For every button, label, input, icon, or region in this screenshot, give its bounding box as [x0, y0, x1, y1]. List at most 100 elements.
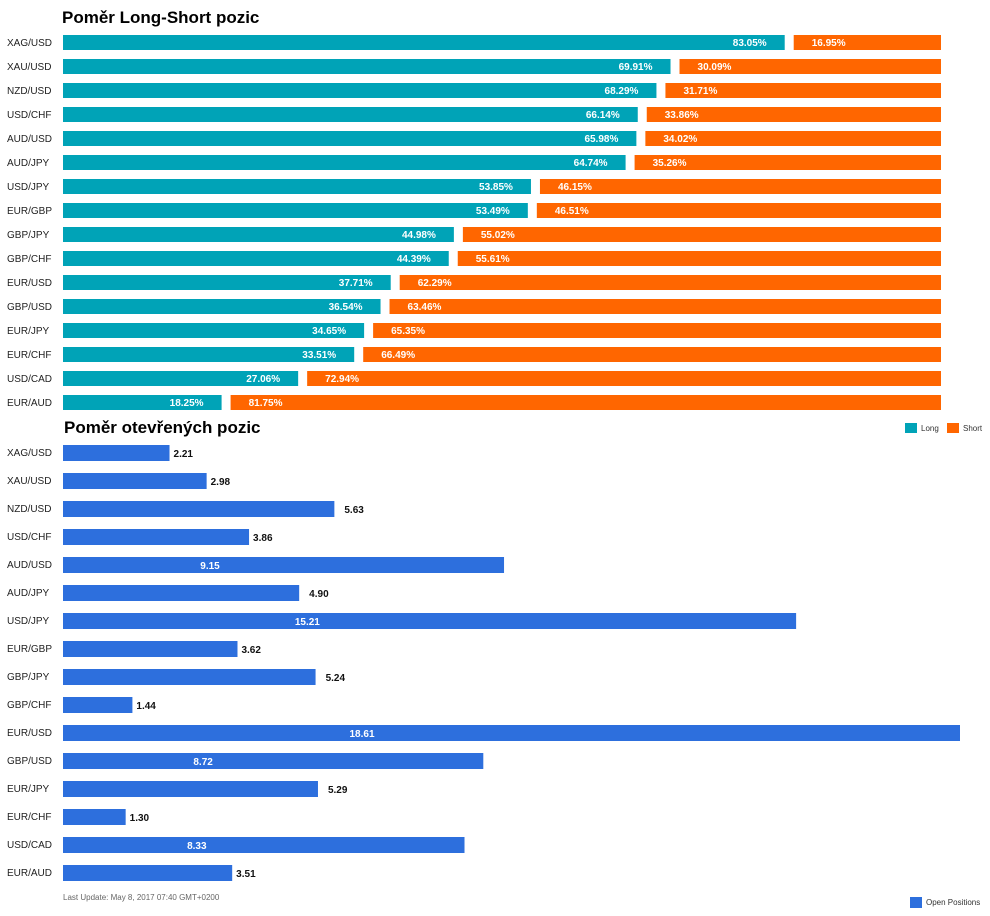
short-value-label: 46.51% — [555, 206, 589, 217]
short-bar — [230, 395, 941, 410]
op-category-label: USD/CHF — [7, 532, 51, 543]
long-bar — [63, 155, 626, 170]
long-bar — [63, 35, 785, 50]
open-positions-value-label: 2.21 — [174, 449, 194, 460]
long-value-label: 34.65% — [312, 326, 346, 337]
legend-short-swatch — [947, 423, 959, 433]
open-positions-bar — [63, 669, 316, 685]
legend-long-swatch — [905, 423, 917, 433]
short-bar — [363, 347, 941, 362]
ls-category-label: USD/CAD — [7, 374, 52, 385]
op-category-label: EUR/AUD — [7, 868, 52, 879]
open-positions-value-label: 5.29 — [328, 785, 348, 796]
long-short-legend: Long Short — [905, 423, 983, 433]
short-value-label: 55.02% — [481, 230, 515, 241]
short-bar — [665, 83, 941, 98]
open-positions-bar — [63, 725, 960, 741]
short-bar — [462, 227, 941, 242]
long-bar — [63, 203, 528, 218]
long-value-label: 18.25% — [170, 398, 204, 409]
long-bar — [63, 299, 381, 314]
open-positions-legend: Open Positions — [910, 897, 980, 908]
long-value-label: 44.98% — [402, 230, 436, 241]
long-value-label: 53.85% — [479, 182, 513, 193]
short-value-label: 81.75% — [249, 398, 283, 409]
open-positions-chart: Poměr otevřených pozic XAG/USD 2.21 XAU/US… — [7, 418, 960, 881]
long-value-label: 44.39% — [397, 254, 431, 265]
short-bar — [679, 59, 941, 74]
ls-category-label: EUR/JPY — [7, 326, 50, 337]
open-positions-bar — [63, 697, 133, 713]
ls-category-label: AUD/USD — [7, 134, 52, 145]
short-bar — [536, 203, 941, 218]
op-category-label: GBP/CHF — [7, 700, 51, 711]
short-bar — [399, 275, 941, 290]
op-category-label: GBP/JPY — [7, 672, 50, 683]
open-positions-title: Poměr otevřených pozic — [64, 418, 261, 437]
long-value-label: 53.49% — [476, 206, 510, 217]
long-value-label: 64.74% — [574, 158, 608, 169]
short-bar — [645, 131, 941, 146]
long-bar — [63, 83, 657, 98]
short-value-label: 33.86% — [665, 110, 699, 121]
long-bar — [63, 131, 637, 146]
long-short-bars: XAG/USD 83.05% 16.95% XAU/USD 69.91% 30.09% NZ… — [7, 35, 942, 410]
op-category-label: USD/CAD — [7, 840, 52, 851]
op-category-label: AUD/USD — [7, 560, 52, 571]
long-bar — [63, 227, 454, 242]
op-category-label: USD/JPY — [7, 616, 50, 627]
long-value-label: 69.91% — [619, 62, 653, 73]
op-category-label: NZD/USD — [7, 504, 51, 515]
open-positions-value-label: 2.98 — [211, 477, 231, 488]
ls-category-label: XAU/USD — [7, 62, 51, 73]
long-bar — [63, 371, 299, 386]
open-positions-bar — [63, 501, 335, 517]
short-value-label: 30.09% — [698, 62, 732, 73]
long-value-label: 65.98% — [584, 134, 618, 145]
open-positions-bar — [63, 753, 484, 769]
long-bar — [63, 59, 671, 74]
short-bar — [539, 179, 941, 194]
ls-category-label: EUR/CHF — [7, 350, 51, 361]
short-value-label: 62.29% — [418, 278, 452, 289]
open-positions-value-label: 3.86 — [253, 533, 273, 544]
short-bar — [373, 323, 941, 338]
legend-long-label: Long — [921, 424, 939, 433]
long-short-chart: Poměr Long-Short pozic XAG/USD 83.05% 16.9… — [7, 8, 942, 410]
short-value-label: 66.49% — [381, 350, 415, 361]
open-positions-bar — [63, 613, 797, 629]
short-bar — [634, 155, 941, 170]
open-positions-value-label: 9.15 — [200, 561, 220, 572]
open-positions-value-label: 8.33 — [187, 841, 207, 852]
long-value-label: 83.05% — [733, 38, 767, 49]
open-positions-bar — [63, 641, 238, 657]
long-value-label: 66.14% — [586, 110, 620, 121]
op-category-label: GBP/USD — [7, 756, 52, 767]
op-category-label: EUR/GBP — [7, 644, 52, 655]
long-bar — [63, 347, 355, 362]
short-value-label: 72.94% — [325, 374, 359, 385]
short-value-label: 34.02% — [663, 134, 697, 145]
open-positions-bar — [63, 445, 170, 461]
open-positions-value-label: 1.30 — [130, 813, 150, 824]
short-bar — [389, 299, 941, 314]
long-bar — [63, 251, 449, 266]
open-positions-bar — [63, 837, 465, 853]
long-bar — [63, 323, 365, 338]
op-category-label: EUR/CHF — [7, 812, 51, 823]
open-positions-bar — [63, 865, 233, 881]
legend-short-label: Short — [963, 424, 983, 433]
short-value-label: 31.71% — [683, 86, 717, 97]
ls-category-label: AUD/JPY — [7, 158, 50, 169]
open-positions-bar — [63, 585, 300, 601]
long-bar — [63, 107, 638, 122]
open-positions-value-label: 4.90 — [309, 589, 329, 600]
open-positions-bar — [63, 557, 505, 573]
long-value-label: 27.06% — [246, 374, 280, 385]
ls-category-label: USD/CHF — [7, 110, 51, 121]
op-category-label: XAU/USD — [7, 476, 51, 487]
open-positions-bars: XAG/USD 2.21 XAU/USD 2.98 NZD/USD 5.63 USD/CHF… — [7, 445, 960, 881]
op-category-label: XAG/USD — [7, 448, 52, 459]
long-bar — [63, 179, 531, 194]
short-bar — [646, 107, 941, 122]
